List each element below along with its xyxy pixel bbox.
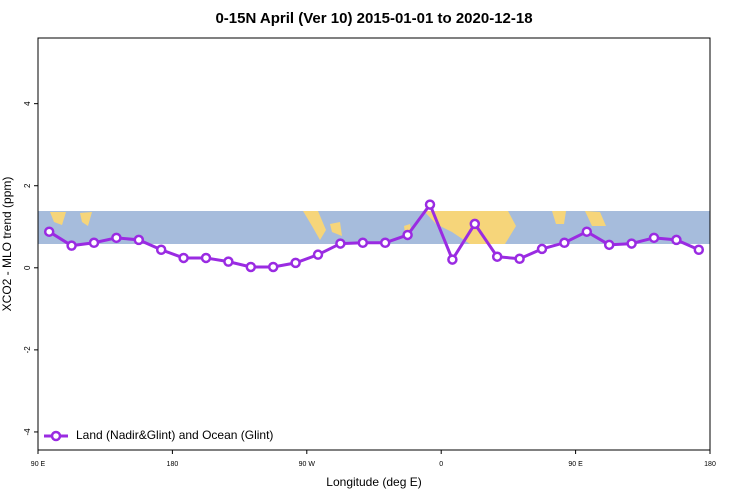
land	[330, 222, 342, 236]
data-point	[111, 232, 122, 244]
y-tick-label: -2	[23, 346, 32, 354]
data-point	[469, 218, 481, 230]
data-point	[693, 244, 705, 255]
plot-frame	[37, 37, 711, 451]
data-point	[424, 199, 436, 210]
x-tick-label: 90 E	[568, 461, 583, 468]
x-tick-label: 180	[167, 461, 179, 468]
x-tick-label: 90 W	[299, 461, 316, 468]
data-point	[536, 243, 548, 255]
data-point	[200, 252, 212, 264]
land	[552, 211, 566, 224]
y-axis-label: XCO2 - MLO trend (ppm)	[0, 177, 14, 312]
legend-label: Land (Nadir&Glint) and Ocean (Glint)	[76, 428, 273, 442]
data-point	[671, 234, 682, 246]
data-point	[245, 261, 257, 273]
x-tick-label: 0	[439, 461, 443, 468]
data-point	[133, 234, 145, 246]
x-axis-label: Longitude (deg E)	[326, 475, 421, 489]
chart-title: 0-15N April (Ver 10) 2015-01-01 to 2020-…	[215, 10, 532, 27]
land	[424, 211, 516, 244]
data-point	[88, 237, 100, 249]
data-point	[581, 226, 593, 237]
x-tick-label: 180	[704, 461, 716, 468]
map-strip	[38, 211, 710, 244]
data-point	[379, 237, 391, 249]
y-tick-label: 0	[23, 265, 32, 270]
data-point	[312, 249, 324, 260]
y-tick-label: 2	[23, 183, 32, 188]
y-tick-label: -4	[23, 428, 32, 436]
data-point	[447, 254, 458, 265]
data-point	[290, 257, 301, 269]
data-point	[402, 229, 413, 241]
data-point	[491, 251, 503, 262]
data-point	[267, 261, 279, 273]
data-point	[626, 238, 637, 249]
data-point	[357, 237, 369, 249]
y-tick-label: 4	[23, 101, 32, 106]
data-point	[335, 238, 346, 249]
x-tick-label: 90 E	[31, 461, 46, 468]
land	[50, 212, 66, 225]
data-point	[43, 226, 55, 237]
data-point	[559, 237, 570, 249]
land	[80, 212, 92, 226]
land	[585, 211, 606, 226]
data-point	[155, 244, 167, 255]
data-point	[178, 252, 189, 264]
data-point	[66, 240, 77, 251]
data-point	[648, 232, 660, 244]
data-point	[603, 239, 615, 251]
legend-marker	[50, 430, 62, 442]
data-point	[514, 253, 525, 265]
data-point	[223, 256, 234, 267]
land	[303, 211, 326, 240]
